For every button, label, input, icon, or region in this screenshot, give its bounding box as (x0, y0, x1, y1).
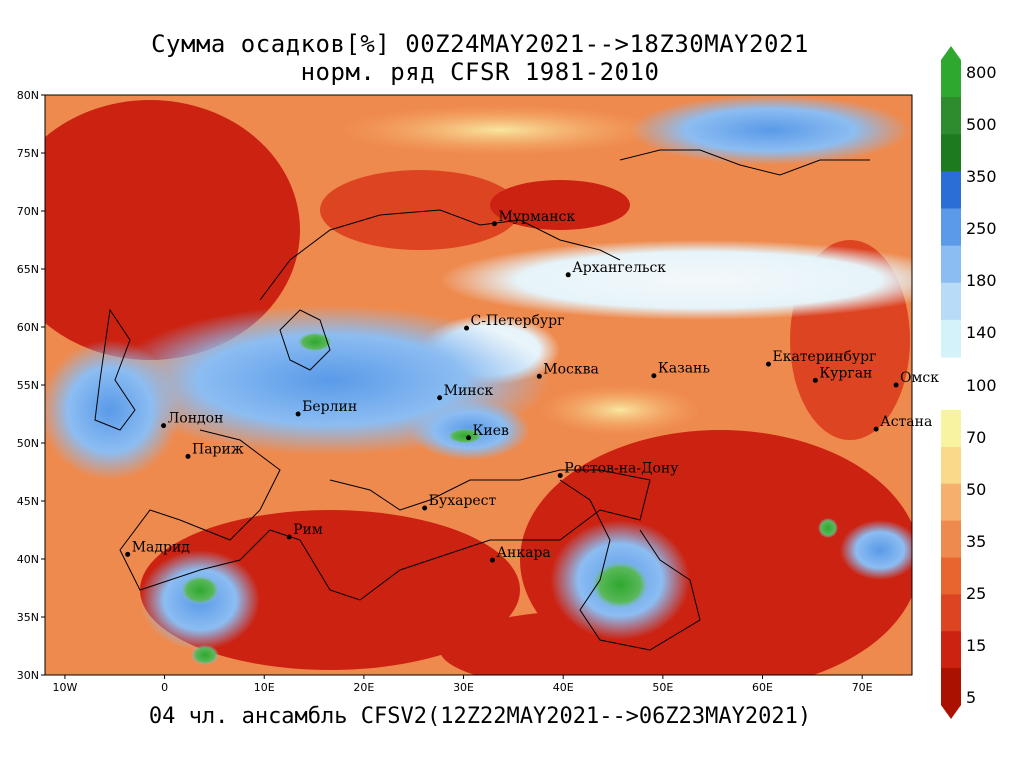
city-marker (185, 453, 191, 459)
city-marker (161, 423, 167, 429)
latitude-axis: 80N 75N 70N 65N 60N 55N 50N 45N 40N 35N 30N (17, 89, 45, 682)
city-label: Москва (543, 361, 599, 377)
lat-tick-label: 40N (17, 553, 39, 566)
city-marker (536, 373, 542, 379)
city-label: Мадрид (132, 539, 191, 555)
city-label: Рим (293, 522, 323, 538)
colorbar-label: 100 (966, 376, 997, 395)
colorbar-label: 15 (966, 636, 987, 655)
city-label: Казань (658, 361, 710, 377)
city-label: Архангельск (572, 260, 666, 276)
city-marker (422, 505, 428, 511)
city-marker (437, 395, 443, 401)
lat-tick-label: 45N (17, 495, 39, 508)
colorbar-label: 35 (966, 532, 987, 551)
lat-tick-label: 50N (17, 437, 39, 450)
map-field (45, 95, 912, 675)
lon-tick-label: 10E (254, 681, 275, 694)
city-marker (466, 435, 472, 441)
colorbar-label: 70 (966, 428, 987, 447)
colorbar-label: 500 (966, 115, 997, 134)
colorbar-label: 25 (966, 584, 987, 603)
city-marker (812, 377, 818, 383)
chart-subtitle: норм. ряд CFSR 1981-2010 (300, 58, 660, 86)
lat-tick-label: 30N (17, 669, 39, 682)
city-label: Астана (880, 414, 932, 430)
city-marker (565, 272, 571, 278)
city-label: Анкара (496, 545, 550, 561)
city-marker (295, 411, 301, 417)
lat-tick-label: 80N (17, 89, 39, 102)
chart-title: Сумма осадков[%] 00Z24MAY2021-->18Z30MAY… (151, 30, 809, 58)
city-marker (765, 361, 771, 367)
city-label: Киев (473, 423, 509, 439)
colorbar-label: 180 (966, 271, 997, 290)
lon-tick-label: 10W (52, 681, 77, 694)
colorbar-label: 140 (966, 323, 997, 342)
lat-tick-label: 65N (17, 263, 39, 276)
city-marker (873, 426, 879, 432)
colorbar-label: 50 (966, 480, 987, 499)
city-label: С-Петербург (471, 313, 565, 329)
city-label: Ростов-на-Дону (564, 460, 679, 476)
lat-tick-label: 35N (17, 611, 39, 624)
colorbar-label: 5 (966, 688, 977, 707)
city-label: Бухарест (429, 493, 497, 509)
city-label: Омск (900, 370, 939, 386)
lat-tick-label: 60N (17, 321, 39, 334)
lon-tick-label: 0 (161, 681, 168, 694)
longitude-axis: 10W 0 10E 20E 30E 40E 50E 60E 70E (52, 675, 873, 694)
lon-tick-label: 70E (852, 681, 873, 694)
lat-tick-label: 75N (17, 147, 39, 160)
city-marker (125, 551, 131, 557)
lat-tick-label: 70N (17, 205, 39, 218)
city-label: Париж (192, 441, 244, 457)
lon-tick-label: 50E (652, 681, 673, 694)
city-marker (491, 221, 497, 227)
city-label: Екатеринбург (772, 349, 876, 365)
city-marker (651, 373, 657, 379)
city-label: Лондон (168, 411, 224, 427)
city-labels: Мурманск Архангельск С-Петербург Москва Каза… (125, 209, 939, 563)
lon-tick-label: 30E (453, 681, 474, 694)
city-label: Курган (819, 365, 872, 381)
colorbar-label: 250 (966, 219, 997, 238)
colorbar-label: 350 (966, 167, 997, 186)
ensemble-footer: 04 чл. ансамбль CFSV2(12Z22MAY2021-->06Z… (148, 704, 812, 729)
city-marker (464, 325, 470, 331)
lon-tick-label: 60E (752, 681, 773, 694)
lon-tick-label: 40E (553, 681, 574, 694)
colorbar-label: 800 (966, 63, 997, 82)
city-marker (893, 382, 899, 388)
city-label: Мурманск (498, 209, 575, 225)
city-label: Минск (444, 383, 494, 399)
city-marker (489, 557, 495, 563)
city-marker (286, 534, 292, 540)
city-label: Берлин (302, 399, 357, 415)
city-marker (557, 472, 563, 478)
lat-tick-label: 55N (17, 379, 39, 392)
lon-tick-label: 20E (353, 681, 374, 694)
